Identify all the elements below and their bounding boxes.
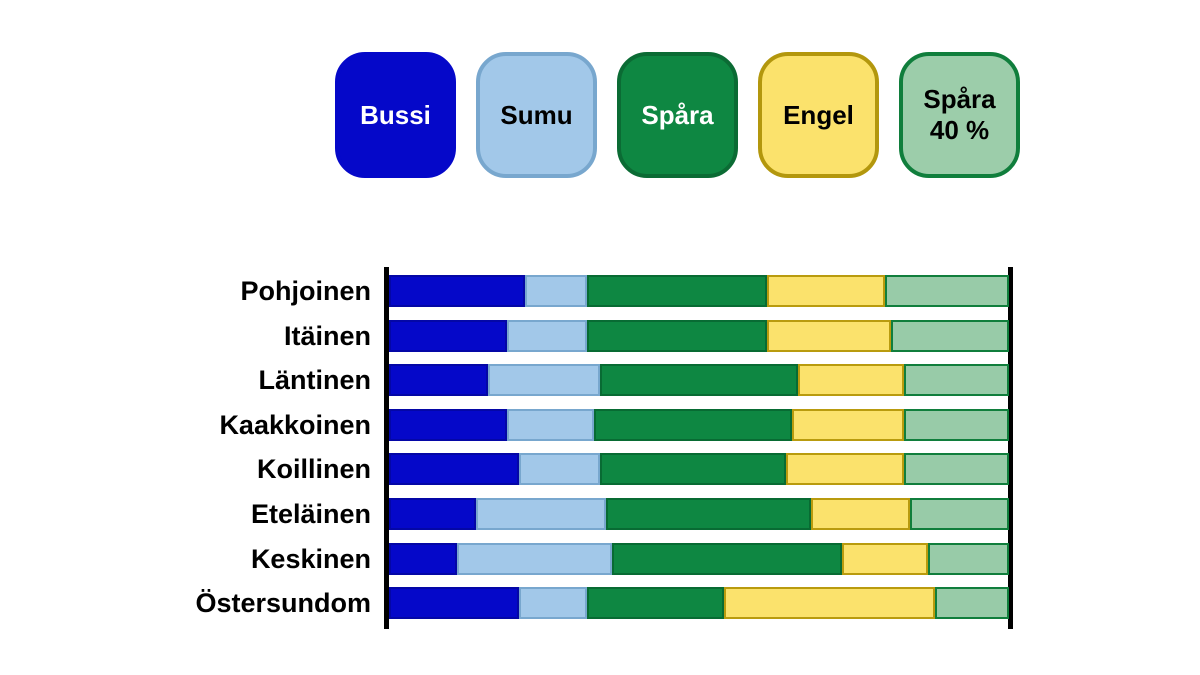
bar-segment-spara-40 [903,364,1009,397]
bar-segment-engel [767,275,885,307]
bar-row: Eteläinen [0,497,1009,530]
bar-track [389,408,1009,441]
bar-segment-spara [593,408,792,441]
legend-item-sumu: Sumu [476,52,597,178]
bar-segment-spara-40 [891,319,1009,352]
category-label: Pohjoinen [240,276,372,306]
bar-segment-spara [612,542,842,575]
bar-segment-spara [605,497,811,530]
bar-segment-sumu [457,542,613,575]
bar-segment-engel [785,453,904,486]
legend-item-spara: Spåra [617,52,738,178]
category-label: Kaakkoinen [219,409,371,440]
legend-label: Spåra [641,99,714,130]
bar-segment-spara [587,275,768,307]
bar-segment-bussi [389,364,489,397]
stacked-bar-chart: Pohjoinen Itäinen Läntinen Kaakkoinen Koilli… [0,275,1009,620]
bar-segment-spara [599,453,786,486]
y-axis-line-right [1008,267,1013,629]
bar-segment-spara [599,364,799,397]
category-label: Koillinen [257,454,371,485]
bar-segment-engel [798,364,904,397]
bar-segment-spara-40 [934,587,1009,620]
bar-segment-spara-40 [903,453,1009,486]
category-label: Läntinen [258,365,372,396]
bar-segment-bussi [389,542,458,575]
bar-track [389,497,1009,530]
category-label: Keskinen [250,543,371,574]
bar-track [389,319,1009,352]
bar-row: Östersundom [0,587,1009,620]
bar-track [389,364,1009,397]
bar-track [389,275,1009,307]
bar-segment-spara [587,587,724,620]
bar-segment-spara-40 [884,275,1009,307]
legend-label: Spåra 40 % [923,84,996,145]
bar-segment-bussi [389,319,507,352]
bar-track [389,542,1009,575]
bar-segment-engel [791,408,904,441]
category-label: Östersundom [195,588,371,619]
bar-segment-sumu [519,587,588,620]
bar-segment-sumu [488,364,600,397]
legend-item-bussi: Bussi [335,52,456,178]
bar-segment-sumu [475,497,606,530]
bar-segment-sumu [519,453,600,486]
bar-segment-spara-40 [928,542,1009,575]
bar-row: Kaakkoinen [0,408,1009,441]
bar-segment-engel [841,542,929,575]
bar-row: Koillinen [0,453,1009,486]
bar-segment-bussi [389,497,476,530]
bar-track [389,453,1009,486]
bar-track [389,587,1009,620]
legend-item-engel: Engel [758,52,879,178]
bar-segment-engel [767,319,892,352]
bar-row: Läntinen [0,364,1009,397]
bar-segment-sumu [525,275,588,307]
legend-label: Sumu [500,99,573,130]
bar-segment-bussi [389,408,507,441]
y-axis-line-left [384,267,389,629]
bar-segment-bussi [389,275,526,307]
category-label: Eteläinen [250,498,371,529]
category-label: Itäinen [283,320,371,351]
bar-segment-spara [587,319,768,352]
bar-row: Keskinen [0,542,1009,575]
bar-segment-engel [723,587,935,620]
bar-row: Itäinen [0,319,1009,352]
bar-segment-spara-40 [909,497,1009,530]
bar-segment-bussi [389,587,520,620]
bar-segment-sumu [506,319,588,352]
legend-label: Bussi [360,99,431,130]
bar-row: Pohjoinen [0,275,1009,307]
legend-label: Engel [783,99,854,130]
bar-segment-bussi [389,453,520,486]
legend: Bussi Sumu Spåra Engel Spåra 40 % [335,52,1020,178]
bar-segment-engel [810,497,910,530]
bar-segment-spara-40 [903,408,1009,441]
bar-segment-sumu [506,408,594,441]
legend-item-spara-40: Spåra 40 % [899,52,1020,178]
